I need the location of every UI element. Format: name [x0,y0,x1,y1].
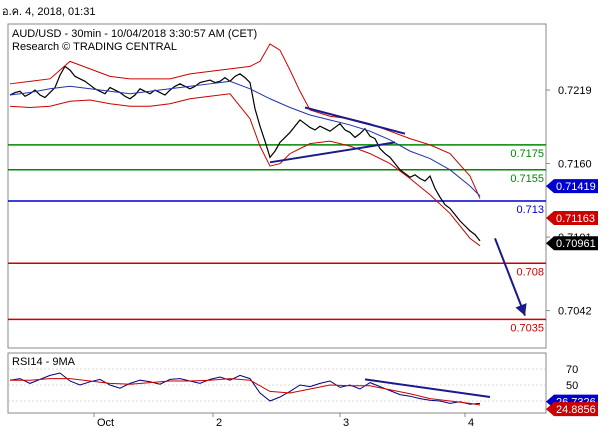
trendline [304,106,406,135]
rsi-line [9,372,481,405]
x-tick-label: Oct [97,417,114,429]
price-marker-box [546,211,598,226]
rsi-tick-label: 50 [566,380,578,392]
price-marker-label: 0.70961 [556,238,596,250]
moving-average-line [9,80,481,197]
price-marker-label: 0.71163 [556,213,595,225]
chart-subtitle: Research © TRADING CENTRAL [12,41,177,53]
bollinger-upper-line [9,43,481,199]
price-marker-label: 0.71419 [556,181,596,193]
price-marker-box [546,179,598,194]
x-tick-label: 4 [468,417,474,429]
y-tick-label: 0.7219 [558,85,592,97]
x-tick-label: 2 [216,417,222,429]
forecast-arrow-line [494,237,526,316]
price-level-label: 0.708 [516,266,544,278]
y-tick-label: 0.7042 [558,306,592,318]
rsi-plot-frame [7,352,547,414]
price-level-label: 0.713 [516,204,544,216]
price-line [9,65,481,242]
rsi-tick-label: 70 [566,364,578,376]
rsi-marker-label: 24.8856 [556,404,596,416]
y-tick-label: 0.7160 [558,159,592,171]
price-level-label: 0.7035 [510,322,544,334]
rsi-title: RSI14 - 9MA [12,356,76,368]
price-level-label: 0.7155 [510,173,544,185]
chart-timestamp: อ.ค. 4, 2018, 01:31 [2,6,96,18]
chart-title: AUD/USD - 30min - 10/04/2018 3:30:57 AM … [12,28,257,40]
rsi-ma-line [10,378,481,406]
forecast-arrow-head [515,303,527,316]
rsi-marker-box [546,402,598,417]
price-plot-frame [7,23,547,349]
price-level-label: 0.7175 [510,148,544,160]
rsi-trendline [364,378,491,398]
bollinger-lower-line [9,93,481,247]
price-marker-box [546,236,598,251]
x-tick-label: 3 [343,417,349,429]
trendline [269,141,396,164]
